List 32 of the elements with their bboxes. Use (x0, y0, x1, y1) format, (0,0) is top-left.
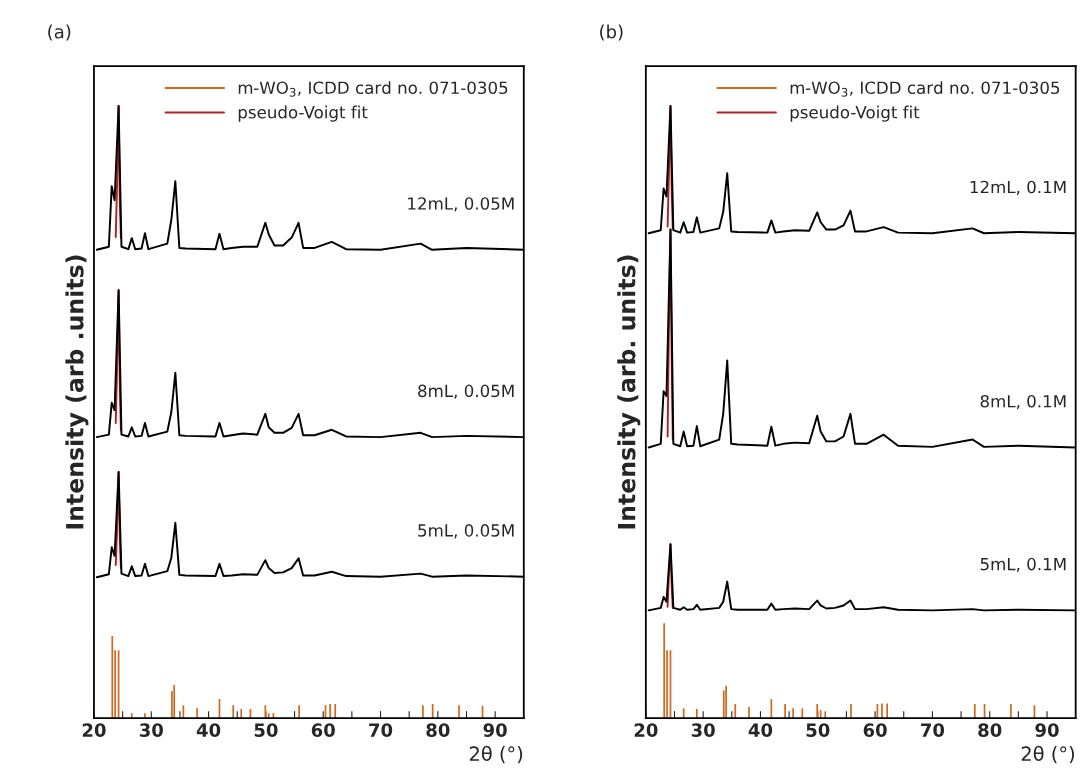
x-tick-label: 70 (921, 723, 945, 737)
x-tick-label: 70 (369, 723, 393, 737)
text: 8mL, 0.05M (418, 384, 514, 399)
x-tick-label: 50 (806, 723, 830, 737)
text: 12mL, 0.05M (408, 197, 514, 212)
y-axis-title: Intensity (arb. units) (617, 255, 641, 529)
y-axis-title: Intensity (arb .units) (65, 255, 89, 529)
x-tick-label: 30 (691, 723, 715, 737)
x-tick-label: 80 (426, 723, 450, 737)
x-tick-label: 90 (1035, 723, 1059, 737)
x-tick-label: 40 (748, 723, 773, 737)
x-axis-title: 2θ (°) (469, 745, 523, 764)
x-tick-label: 30 (139, 723, 163, 737)
x-tick-label: 50 (254, 723, 278, 737)
x-tick-label: 90 (483, 723, 507, 737)
chart-title: (b) (600, 24, 623, 41)
chart-title: (a) (48, 24, 71, 41)
x-tick-label: 20 (82, 723, 106, 737)
x-axis-title: 2θ (°) (1021, 745, 1075, 764)
legend-label: pseudo-Voigt fit (790, 105, 920, 122)
text: 5mL, 0.1M (980, 557, 1066, 573)
series-label: 8mL, 0.1M (980, 394, 1066, 410)
text: 12mL, 0.1M (970, 180, 1066, 195)
legend-label: pseudo-Voigt fit (238, 105, 368, 122)
x-tick-label: 80 (978, 723, 1002, 737)
legend-label: m-WO$_{3}$, ICDD card no. 071-0305 (238, 81, 508, 97)
x-tick-label: 40 (196, 723, 221, 737)
x-tick-label: 60 (311, 723, 335, 737)
text: 5mL, 0.05M (418, 524, 514, 539)
x-tick-label: 60 (863, 723, 887, 737)
legend-label: m-WO$_{3}$, ICDD card no. 071-0305 (790, 81, 1060, 97)
x-tick-label: 20 (634, 723, 658, 737)
